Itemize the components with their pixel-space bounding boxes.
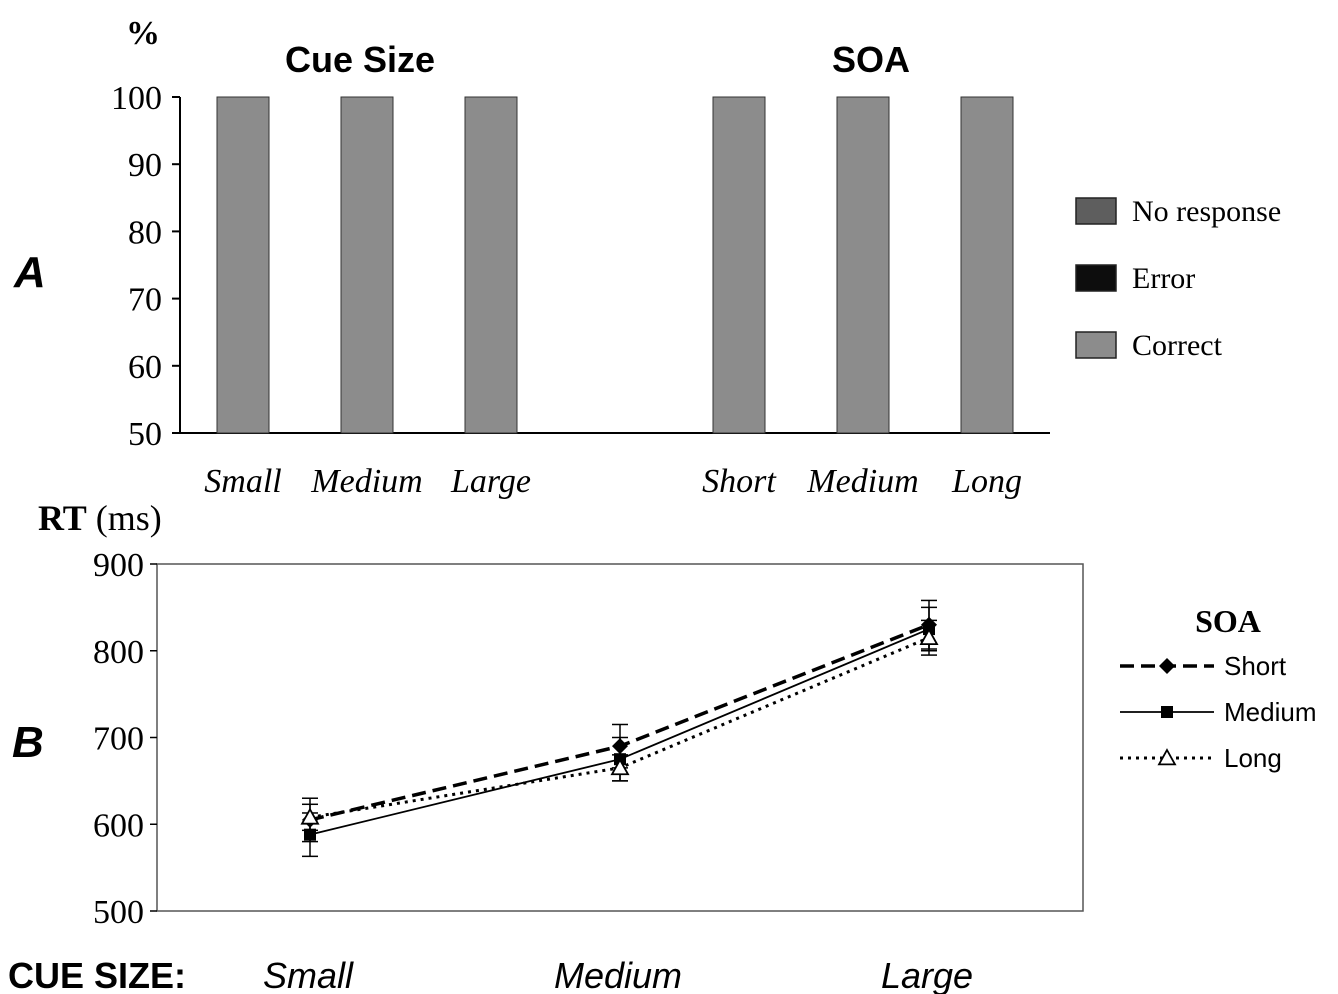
category-label-large: Large <box>881 955 973 994</box>
marker-long-small <box>300 807 320 825</box>
category-label-long: Long <box>951 463 1022 500</box>
legend-swatch-error <box>1075 264 1117 292</box>
marker-long-medium <box>610 758 630 776</box>
panel-b-label: B <box>12 718 44 767</box>
legend-label-long: Long <box>1224 743 1282 773</box>
y-tick-label: 50 <box>128 416 162 453</box>
legend-label-medium: Medium <box>1224 697 1316 727</box>
category-label-small: Small <box>263 955 354 994</box>
marker-medium-small <box>304 828 316 841</box>
y-tick-label: 600 <box>93 807 144 844</box>
legend-label-error: Error <box>1132 262 1195 295</box>
category-label-short: Short <box>702 463 777 500</box>
series-line-short <box>309 623 930 822</box>
legend-swatch-no-response <box>1075 197 1117 225</box>
y-tick-label: 60 <box>128 349 162 386</box>
bar-segment-correct-small <box>216 96 270 434</box>
legend-marker-medium <box>1161 706 1173 718</box>
legend-label-short: Short <box>1224 651 1287 681</box>
category-label-medium: Medium <box>806 463 918 500</box>
y-tick-label: 70 <box>128 282 162 319</box>
panel-a-label: A <box>13 248 46 297</box>
y-tick-label: 80 <box>128 214 162 251</box>
bar-segment-correct-large <box>464 96 518 434</box>
panel-a-stacked-bar-chart: A % Cue Size SOA 50 60 70 80 90 100 Small Medi… <box>13 15 1281 500</box>
panel-b-markers <box>300 616 939 841</box>
y-tick-label: 100 <box>111 80 162 117</box>
category-label-small: Small <box>204 463 281 500</box>
bar-segment-correct-medium <box>340 96 394 434</box>
bar-segment-correct-short <box>712 96 766 434</box>
category-label-large: Large <box>450 463 531 500</box>
category-label-medium: Medium <box>554 955 682 994</box>
panel-a-bars <box>216 96 1014 434</box>
panel-b-y-label: RT (ms) <box>38 498 162 538</box>
panel-a-y-ticks: 50 60 70 80 90 100 <box>111 80 180 453</box>
y-label-bold: RT <box>38 498 87 538</box>
panel-b-y-ticks: 500 600 700 800 900 <box>93 547 157 931</box>
panel-b-error-bars <box>302 599 937 858</box>
bar-segment-correct-medium <box>836 96 890 434</box>
group-title-cue-size: Cue Size <box>285 39 435 80</box>
marker-short-medium <box>612 738 628 755</box>
legend-label-no-response: No response <box>1132 195 1281 228</box>
y-tick-label: 900 <box>93 547 144 584</box>
panel-a-category-labels: Small Medium Large Short Medium Long <box>204 463 1022 500</box>
y-label-unit: (ms) <box>87 498 162 538</box>
panel-a-legend: No response Error Correct <box>1075 195 1281 362</box>
y-tick-label: 90 <box>128 147 162 184</box>
y-tick-label: 500 <box>93 894 144 931</box>
bar-segment-correct-long <box>960 96 1014 434</box>
panel-b-category-labels: Small Medium Large <box>263 955 973 994</box>
marker-long-large <box>919 627 939 646</box>
legend-label-correct: Correct <box>1132 329 1223 362</box>
y-tick-label: 700 <box>93 721 144 758</box>
y-tick-label: 800 <box>93 634 144 671</box>
panel-b-x-label: CUE SIZE: <box>8 955 186 994</box>
panel-b-line-chart: B RT (ms) 500 600 700 800 900 CUE SIZE: Smal… <box>8 498 1316 994</box>
group-title-soa: SOA <box>832 39 910 80</box>
legend-marker-long <box>1157 748 1177 766</box>
legend-swatch-correct <box>1075 331 1117 359</box>
panel-b-legend: Short Medium Long <box>1120 651 1316 773</box>
panel-b-legend-title: SOA <box>1195 603 1261 639</box>
panel-a-y-unit: % <box>126 15 160 52</box>
legend-marker-short <box>1159 658 1175 674</box>
category-label-medium: Medium <box>310 463 422 500</box>
